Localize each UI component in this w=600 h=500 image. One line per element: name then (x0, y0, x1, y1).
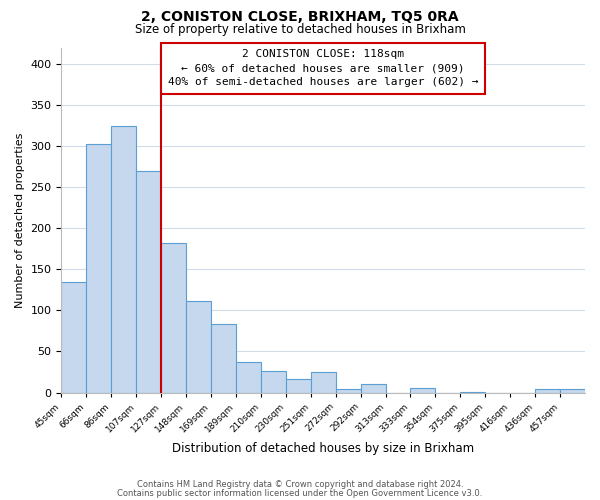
Text: 2, CONISTON CLOSE, BRIXHAM, TQ5 0RA: 2, CONISTON CLOSE, BRIXHAM, TQ5 0RA (141, 10, 459, 24)
Bar (560, 390, 585, 392)
Bar (61, 282, 86, 393)
Bar (410, 388, 436, 392)
Bar (111, 126, 136, 392)
Bar (361, 384, 386, 392)
Text: 2 CONISTON CLOSE: 118sqm
← 60% of detached houses are smaller (909)
40% of semi-: 2 CONISTON CLOSE: 118sqm ← 60% of detach… (168, 49, 478, 87)
Bar (236, 362, 261, 392)
Bar (211, 324, 236, 392)
Text: Contains public sector information licensed under the Open Government Licence v3: Contains public sector information licen… (118, 489, 482, 498)
Bar (261, 371, 286, 392)
Bar (311, 372, 335, 392)
Bar (535, 390, 560, 392)
Bar (186, 300, 211, 392)
Text: Contains HM Land Registry data © Crown copyright and database right 2024.: Contains HM Land Registry data © Crown c… (137, 480, 463, 489)
Bar (286, 378, 311, 392)
Bar (335, 390, 361, 392)
Y-axis label: Number of detached properties: Number of detached properties (15, 132, 25, 308)
Bar (136, 170, 161, 392)
Bar (86, 144, 111, 392)
Text: Size of property relative to detached houses in Brixham: Size of property relative to detached ho… (134, 22, 466, 36)
Bar (161, 243, 186, 392)
X-axis label: Distribution of detached houses by size in Brixham: Distribution of detached houses by size … (172, 442, 474, 455)
